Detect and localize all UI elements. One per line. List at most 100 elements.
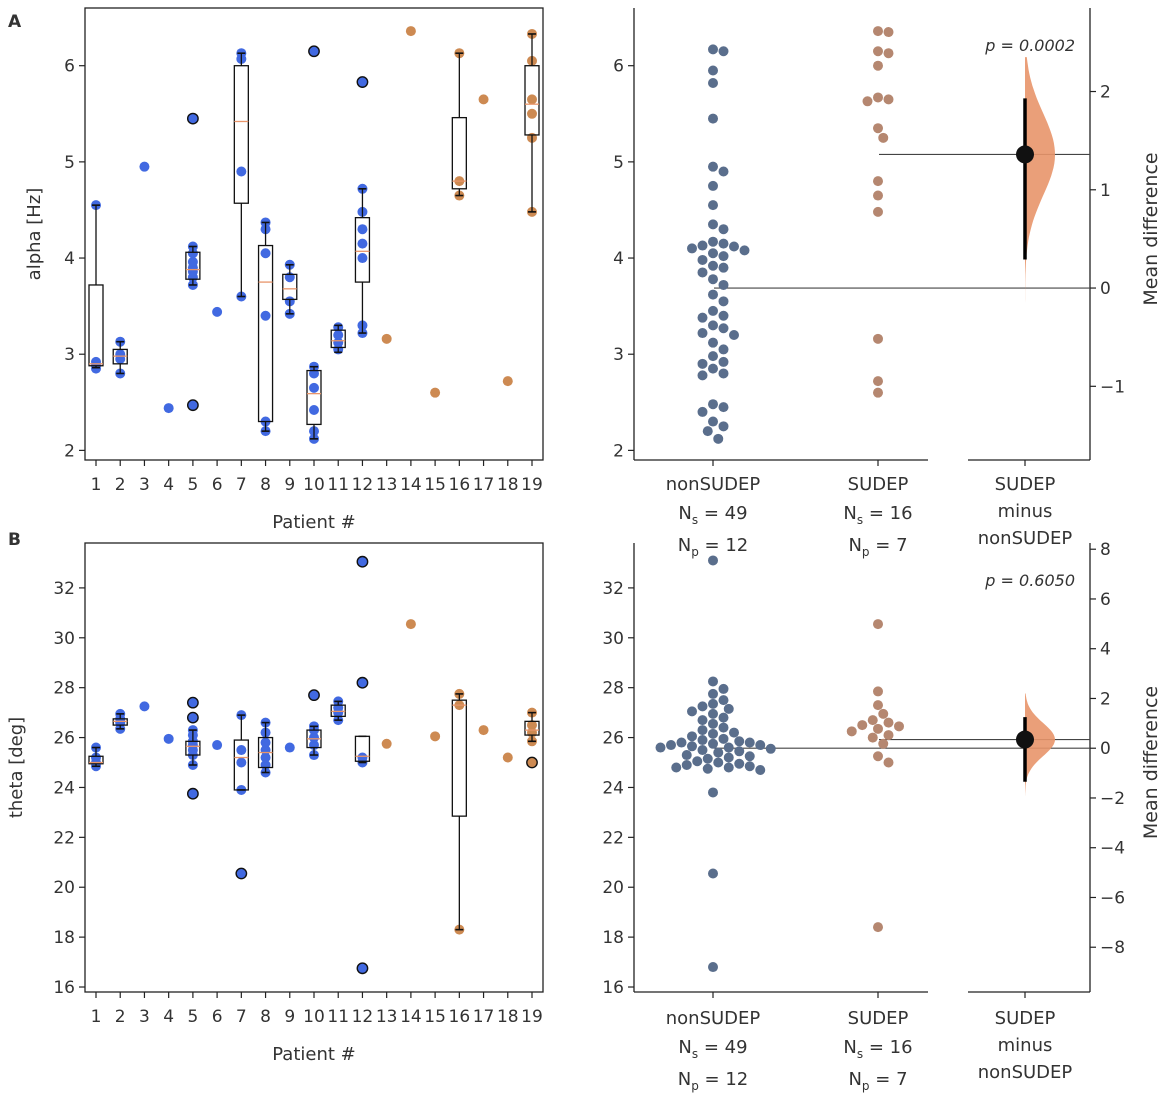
diff-y-tick-label: −4 xyxy=(1100,839,1125,859)
x-tick-label: 10 xyxy=(303,1007,325,1027)
box xyxy=(282,273,298,301)
x-tick-label: 3 xyxy=(139,475,150,495)
swarm-point xyxy=(708,219,718,230)
swarm-point xyxy=(755,764,766,775)
swarm-point xyxy=(873,190,883,201)
y-tick-label: 28 xyxy=(53,679,75,699)
swarm-point xyxy=(708,555,718,566)
swarm-point xyxy=(708,728,718,739)
swarm-point xyxy=(708,180,718,191)
p-value-label: p = 0.6050 xyxy=(984,571,1075,590)
x-tick-label: 1 xyxy=(91,1007,102,1027)
swarm-point xyxy=(873,619,883,630)
swarm-point xyxy=(708,236,718,247)
swarm-point xyxy=(873,26,883,37)
outlier-point xyxy=(356,76,369,88)
x-tick-label: 9 xyxy=(284,1007,295,1027)
diff-group-label: SUDEP xyxy=(995,1008,1056,1029)
swarm-point xyxy=(708,113,718,124)
swarm-point xyxy=(878,738,889,749)
swarm-point xyxy=(718,310,729,321)
swarm-point xyxy=(729,329,739,340)
swarm-point xyxy=(697,240,708,251)
bootstrap-distribution xyxy=(1025,693,1055,796)
swarm-point xyxy=(718,402,729,413)
data-point xyxy=(357,253,368,264)
data-point xyxy=(381,738,392,749)
diff-y-tick-label: −2 xyxy=(1100,789,1125,809)
x-tick-label: 7 xyxy=(236,1007,247,1027)
swarm-point xyxy=(708,305,718,316)
swarm-point xyxy=(713,747,724,758)
swarm-point xyxy=(857,720,868,731)
x-tick-label: 6 xyxy=(212,475,223,495)
outlier-point xyxy=(308,45,320,58)
swarm-point xyxy=(687,731,697,742)
outlier-point xyxy=(186,112,199,125)
group-sample-count: Ns = 49 xyxy=(678,1037,747,1061)
group-patient-count: Np = 12 xyxy=(678,1069,749,1093)
swarm-point xyxy=(883,757,894,768)
x-tick-label: 8 xyxy=(260,1007,271,1027)
data-point xyxy=(527,720,537,731)
outlier-point xyxy=(526,756,538,769)
swarm-point xyxy=(755,740,766,751)
swarm-point xyxy=(723,762,734,773)
swarm-point xyxy=(655,742,666,753)
swarm-point xyxy=(873,92,883,103)
swarm-point xyxy=(873,751,883,762)
diff-group-label: minus xyxy=(998,501,1053,522)
swarm-point xyxy=(734,746,745,757)
swarm-point xyxy=(867,732,878,743)
swarm-point xyxy=(862,96,873,107)
x-tick-label: 14 xyxy=(400,475,422,495)
data-point xyxy=(405,619,416,630)
swarm-point xyxy=(708,248,718,259)
swarm-point xyxy=(692,756,703,767)
swarm-point xyxy=(765,743,776,754)
x-tick-label: 6 xyxy=(212,1007,223,1027)
panel-letter-a: A xyxy=(8,12,22,32)
group-patient-count: Np = 7 xyxy=(848,1069,907,1093)
swarm-point xyxy=(873,700,883,711)
data-point xyxy=(478,725,489,736)
swarm-point xyxy=(734,736,745,747)
swarm-point xyxy=(883,48,894,59)
data-point xyxy=(381,333,392,344)
swarm-point xyxy=(697,254,708,265)
data-point xyxy=(163,403,174,414)
data-point xyxy=(236,757,247,768)
x-tick-label: 16 xyxy=(449,475,471,495)
swarm-point xyxy=(702,753,713,764)
swarm-point xyxy=(718,251,729,262)
swarm-point xyxy=(718,262,729,273)
swarm-point xyxy=(697,701,708,712)
y-tick-label: 26 xyxy=(602,729,624,749)
diff-y-tick-label: −8 xyxy=(1100,938,1125,958)
x-tick-label: 12 xyxy=(352,1007,374,1027)
x-tick-label: 4 xyxy=(163,1007,174,1027)
swarm-point xyxy=(718,46,729,57)
x-tick-label: 8 xyxy=(260,475,271,495)
swarm-point xyxy=(697,745,708,756)
group-label: SUDEP xyxy=(848,1008,909,1029)
swarm-point xyxy=(697,735,708,746)
data-point xyxy=(309,382,319,393)
x-tick-label: 1 xyxy=(91,475,102,495)
diff-group-label: minus xyxy=(998,1035,1053,1056)
group-sample-count: Ns = 16 xyxy=(843,503,912,527)
data-point xyxy=(502,752,513,763)
swarm-point xyxy=(713,757,724,768)
outlier-point xyxy=(356,962,369,975)
outlier-point xyxy=(356,676,369,689)
swarm-point xyxy=(697,370,708,381)
swarm-point xyxy=(708,260,718,271)
box xyxy=(233,739,249,791)
swarm-point xyxy=(718,296,729,307)
swarm-point xyxy=(734,758,745,769)
group-sample-count: Ns = 16 xyxy=(843,1037,912,1061)
swarm-point xyxy=(666,740,676,751)
x-tick-label: 7 xyxy=(236,475,247,495)
x-axis-label: Patient # xyxy=(272,512,355,533)
